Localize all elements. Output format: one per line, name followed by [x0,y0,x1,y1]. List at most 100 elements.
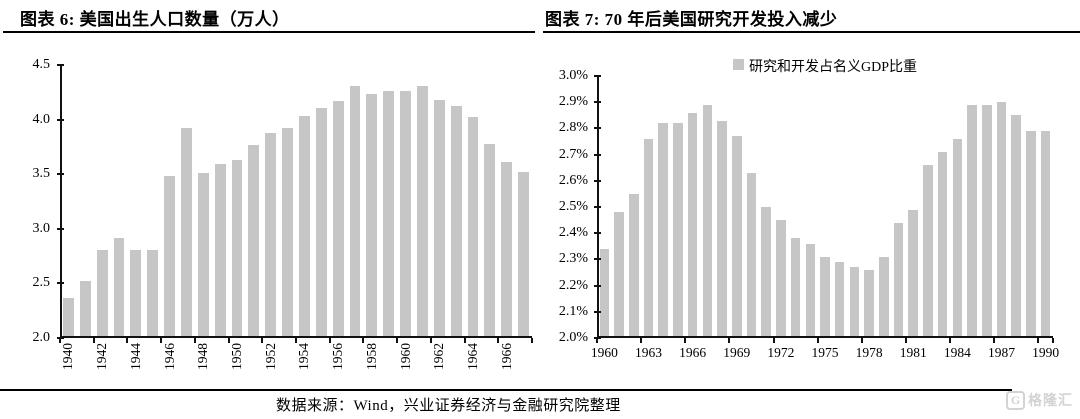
x-axis-tick [92,338,95,343]
bar-1940 [62,297,74,338]
x-axis-label: 1960 [590,345,618,360]
bar-1973 [790,238,801,338]
y-axis-label: 2.9% [558,94,588,110]
bar-1950 [231,160,243,338]
y-axis-tick [57,173,64,176]
x-axis-label: 1962 [431,343,447,370]
bar-1947 [180,128,192,338]
bar-1960 [400,91,412,338]
x-axis-tick [596,338,598,343]
x-axis-label: 1948 [195,343,211,370]
bar-1960 [599,248,610,338]
bar-1944 [130,249,142,338]
x-axis-tick [295,338,297,343]
y-axis-tick [594,232,601,235]
bar-1967 [702,104,713,338]
y-axis-label: 2.7% [558,146,588,162]
bar-1945 [147,249,159,338]
bar-1989 [1026,131,1036,338]
x-axis-tick [860,338,863,343]
y-axis-tick [594,258,601,261]
plot-area [60,65,532,338]
x-axis-tick [531,338,533,343]
y-axis-tick [594,101,601,104]
bar-1968 [717,120,727,338]
bar-1980 [893,222,904,338]
bar-1949 [214,164,226,338]
y-axis-label: 2.2% [558,277,588,293]
bar-1969 [731,136,742,338]
x-axis-label: 1954 [296,343,312,370]
bar-1982 [923,165,933,338]
bar-1961 [416,85,428,338]
bar-1962 [628,193,639,338]
x-axis-label: 1978 [855,345,883,360]
x-axis-label: 1984 [943,345,971,360]
bar-1941 [79,281,91,338]
x-axis-label: 1940 [60,343,76,370]
bar-1966 [687,112,698,338]
y-axis-tick [57,118,64,121]
y-axis-tick [57,282,64,285]
legend-swatch [732,59,744,70]
bar-1964 [658,123,668,338]
y-axis-label: 2.0 [32,330,51,345]
bar-1981 [908,209,919,338]
bar-1962 [433,99,445,338]
watermark: G 格隆汇 [1006,390,1073,410]
y-axis-label: 2.8% [558,120,588,136]
x-axis-tick [126,338,129,343]
footer-separator-line [0,389,1012,391]
x-axis-tick [227,338,230,343]
bar-1985 [967,104,977,338]
chart6-title-underline [3,31,535,33]
bar-1946 [164,176,176,338]
y-axis-label: 2.1% [558,303,588,319]
x-axis-label: 1964 [465,343,480,370]
bar-1971 [761,207,771,338]
chart6-title: 图表 6: 美国出生人口数量（万人） [20,10,290,29]
x-axis-label: 1975 [811,345,839,360]
y-axis-label: 4.0 [32,111,51,127]
bar-1974 [805,243,816,338]
x-axis-tick [684,338,687,343]
bar-1958 [366,94,378,338]
watermark-text: 格隆汇 [1028,394,1073,409]
bar-1978 [864,269,874,338]
x-axis-label: 1966 [679,345,707,360]
x-axis-tick [1037,338,1040,343]
y-axis-tick [594,75,601,77]
chart-legend: 研究和开发占名义GDP比重 [597,56,1053,76]
y-axis-tick [57,64,64,66]
x-axis-tick [396,338,399,343]
x-axis-label: 1987 [988,345,1016,360]
x-axis-tick [463,338,466,343]
bar-1965 [484,143,496,338]
x-axis-label: 1960 [397,343,413,370]
legend-label: 研究和开发占名义GDP比重 [748,60,917,75]
y-axis-tick [57,227,64,230]
x-axis-label: 1958 [363,343,379,370]
y-axis-tick [594,127,601,130]
y-axis-tick [594,153,601,156]
x-axis-tick [728,338,731,343]
y-axis-tick [594,284,601,287]
x-axis-tick [429,338,432,343]
x-axis-tick [160,338,163,343]
y-axis-label: 3.0 [32,220,51,236]
x-axis-label: 1952 [262,343,278,370]
x-axis-tick [59,338,61,343]
chart7-title: 图表 7: 70 年后美国研究开发投入减少 [545,10,838,29]
y-axis-label: 2.6% [558,172,588,188]
x-axis-label: 1972 [767,345,795,360]
bar-1942 [96,249,108,338]
x-axis-tick [772,338,775,343]
x-axis-label: 1942 [94,343,110,370]
x-axis-tick [193,338,196,343]
bar-1959 [383,91,395,338]
y-axis-label: 2.3% [558,251,588,267]
x-axis-tick [993,338,996,343]
bar-1964 [467,117,479,338]
bar-1954 [298,116,310,338]
bar-1988 [1011,115,1021,338]
